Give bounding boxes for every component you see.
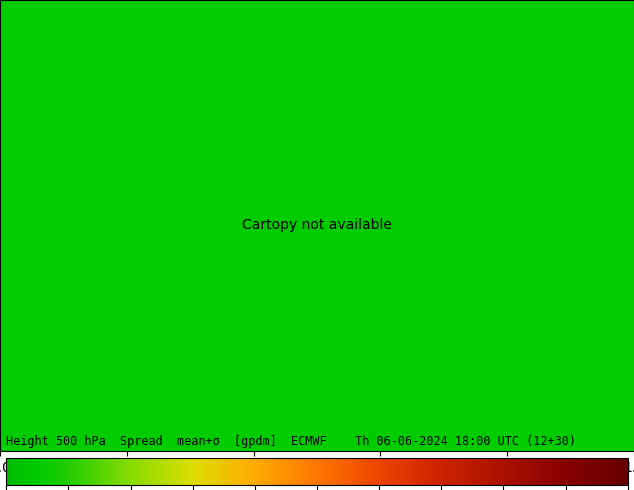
Text: Cartopy not available: Cartopy not available (242, 219, 392, 232)
Text: Height 500 hPa  Spread  mean+σ  [gpdm]  ECMWF    Th 06-06-2024 18:00 UTC (12+30): Height 500 hPa Spread mean+σ [gpdm] ECMW… (6, 435, 576, 448)
